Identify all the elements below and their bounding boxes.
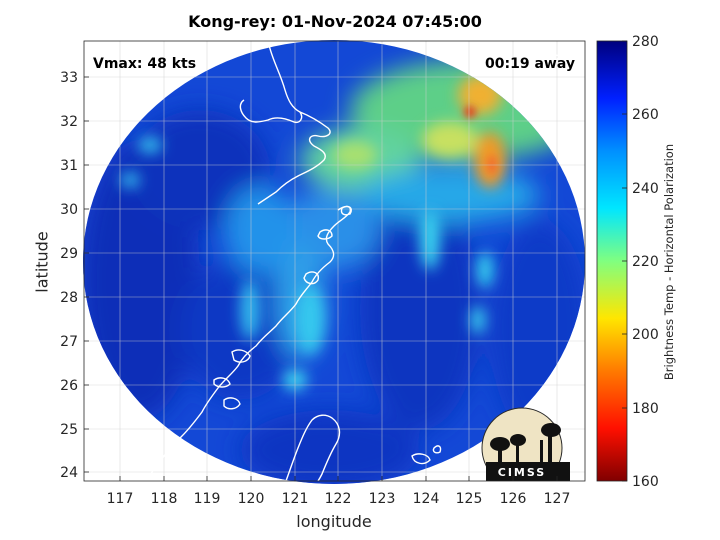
y-tick-label: 27 (60, 334, 78, 350)
logo-text: CIMSS (498, 466, 546, 479)
x-tick-label: 122 (325, 491, 352, 507)
time-away-annotation: 00:19 away (485, 56, 575, 72)
y-tick-label: 30 (60, 202, 78, 218)
x-tick-label: 117 (107, 491, 134, 507)
y-tick-label: 24 (60, 465, 78, 481)
y-tick-label: 26 (60, 378, 78, 394)
colorbar-tick-label: 240 (632, 181, 659, 197)
y-tick-label: 28 (60, 290, 78, 306)
colorbar-tick-marks (622, 40, 627, 482)
coastlines (145, 41, 562, 481)
colorbar-tick-label: 260 (632, 107, 659, 123)
colorbar-tick-label: 180 (632, 401, 659, 417)
x-tick-label: 126 (500, 491, 527, 507)
colorbar-tick-label: 280 (632, 34, 659, 50)
colorbar-tick-label: 220 (632, 254, 659, 270)
x-tick-label: 121 (282, 491, 309, 507)
chart-title: Kong-rey: 01-Nov-2024 07:45:00 (188, 12, 482, 31)
y-tick-label: 33 (60, 70, 78, 86)
x-tick-label: 120 (238, 491, 265, 507)
map-frame (83, 40, 586, 482)
x-tick-label: 124 (413, 491, 440, 507)
x-axis-label: longitude (296, 512, 372, 531)
cimss-logo: CIMSS (481, 407, 570, 481)
x-tick-label: 118 (151, 491, 178, 507)
colorbar-tick-label: 160 (632, 474, 659, 490)
x-tick-marks (119, 476, 558, 481)
y-tick-label: 32 (60, 114, 78, 130)
x-tick-label: 125 (456, 491, 483, 507)
colorbar-tick-label: 200 (632, 327, 659, 343)
x-tick-label: 127 (544, 491, 571, 507)
y-tick-marks (84, 76, 89, 473)
x-tick-label: 123 (369, 491, 396, 507)
map-grid (84, 41, 585, 481)
y-tick-label: 31 (60, 158, 78, 174)
x-tick-label: 119 (194, 491, 221, 507)
y-tick-label: 25 (60, 422, 78, 438)
y-tick-label: 29 (60, 246, 78, 262)
vmax-annotation: Vmax: 48 kts (93, 56, 196, 72)
